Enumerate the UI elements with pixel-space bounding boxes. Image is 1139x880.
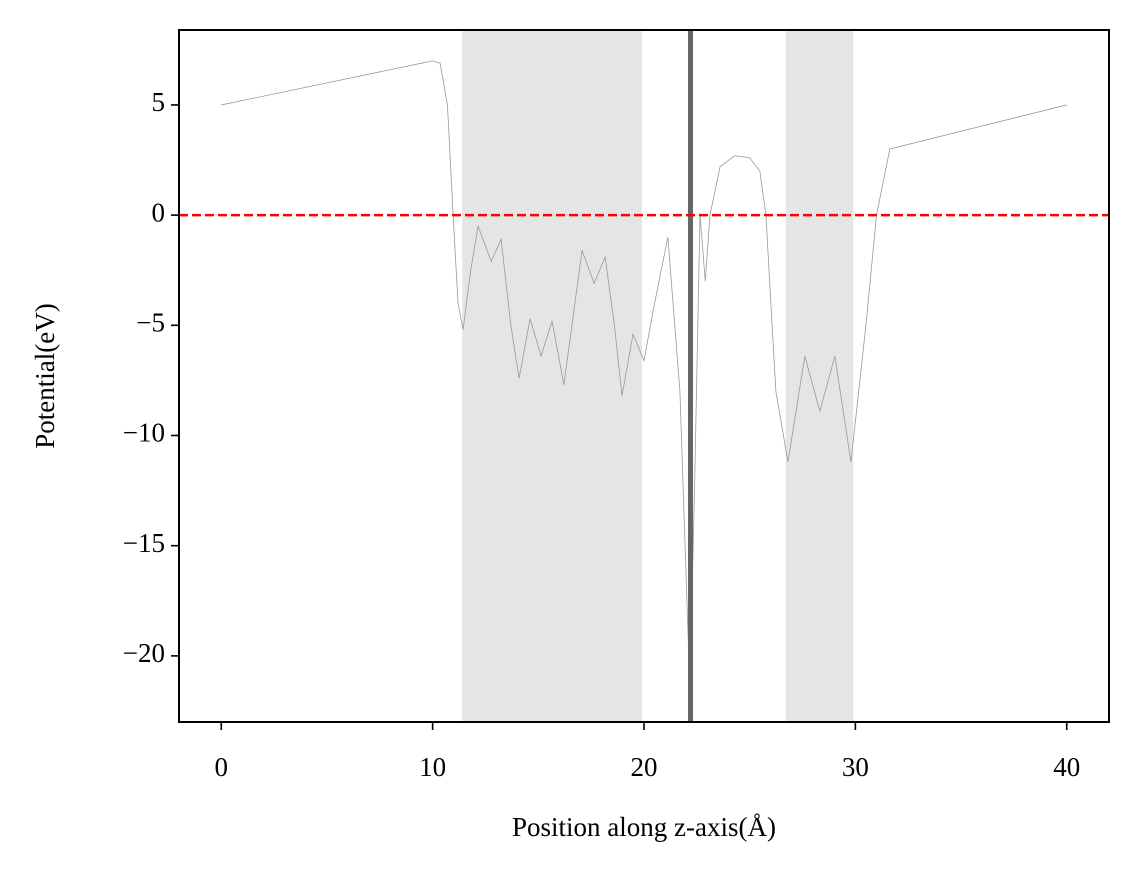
shaded-region [785,30,854,722]
x-tick-label: 0 [215,752,229,782]
data-line [221,60,1067,689]
x-tick-label: 10 [419,752,446,782]
y-tick-label: −5 [136,308,165,338]
y-tick-label: −20 [123,638,165,668]
y-tick-label: −15 [123,528,165,558]
x-tick-label: 40 [1053,752,1080,782]
y-tick-label: 5 [152,87,166,117]
x-axis-label: Position along z-axis(Å) [512,812,776,842]
y-tick-label: 0 [152,197,166,227]
y-tick-label: −10 [123,418,165,448]
y-axis-label: Potential(eV) [30,303,60,448]
x-tick-label: 30 [842,752,869,782]
axes-frame [178,29,1110,723]
shaded-region [462,30,642,722]
x-tick-label: 20 [631,752,658,782]
